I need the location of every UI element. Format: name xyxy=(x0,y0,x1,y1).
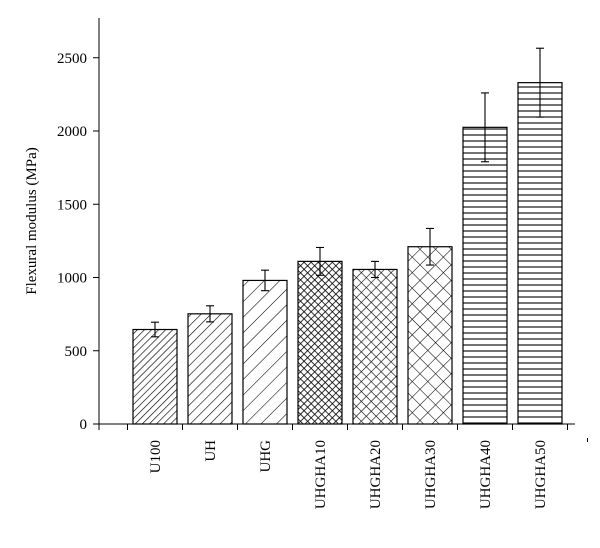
y-tick-label: 1000 xyxy=(57,271,87,287)
x-tick-label: U100 xyxy=(148,440,164,473)
bar-uhgha50 xyxy=(517,82,563,425)
x-tick-label: UHGHA40 xyxy=(478,440,494,509)
x-tick-label: UHGHA10 xyxy=(313,440,329,509)
x-tick-label: UHG xyxy=(258,440,274,473)
bars xyxy=(132,82,563,425)
bar-uhgha20 xyxy=(352,268,398,425)
error-bars xyxy=(151,47,544,338)
y-tick-label: 2500 xyxy=(57,51,87,67)
y-ticks: 0 500 1000 1500 2000 2500 xyxy=(57,51,99,433)
x-tick-label: UH xyxy=(203,440,219,462)
bar-uhg xyxy=(242,279,288,425)
x-ticks: U100 UH UHG UHGHA10 UHGHA20 UHGHA30 UHGHA40 UHG… xyxy=(98,424,588,509)
y-tick-label: 2000 xyxy=(57,124,87,140)
bar-uh xyxy=(187,313,233,425)
y-tick-label: 0 xyxy=(80,417,88,433)
y-tick-label: 1500 xyxy=(57,197,87,213)
x-tick-label: UHGHA20 xyxy=(368,440,384,509)
bar-uhgha10 xyxy=(297,260,343,425)
x-tick-label: UHGHA50 xyxy=(533,440,549,509)
y-tick-label: 500 xyxy=(65,344,88,360)
bar-u100 xyxy=(132,328,178,425)
bar-uhgha40 xyxy=(462,126,508,425)
bar-uhgha30 xyxy=(407,246,453,425)
y-axis-title: Flexural modulus (MPa) xyxy=(24,147,40,295)
x-tick-label: UHGHA30 xyxy=(423,440,439,509)
